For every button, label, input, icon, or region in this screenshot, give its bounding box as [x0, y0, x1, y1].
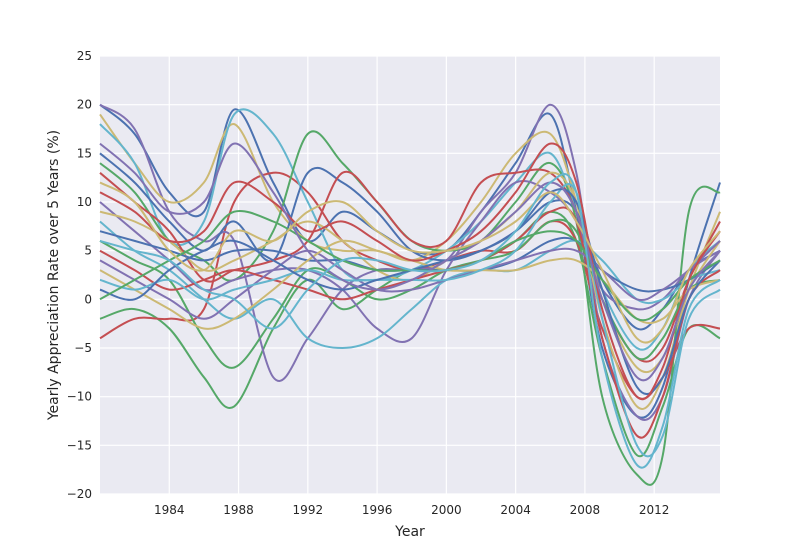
- series-line: [99, 181, 721, 344]
- x-tick-labels: 1984 1988 1992 1996 2000 2004 2008 2012: [154, 503, 669, 517]
- y-tick-label: 20: [77, 98, 92, 112]
- y-tick-label: −20: [67, 487, 92, 501]
- x-tick-label: 2000: [431, 503, 462, 517]
- x-axis-label: Year: [394, 524, 425, 540]
- x-tick-label: 1992: [293, 503, 324, 517]
- x-tick-label: 1984: [154, 503, 185, 517]
- x-tick-label: 2004: [500, 503, 531, 517]
- y-tick-label: 15: [77, 146, 92, 160]
- series-line: [99, 142, 721, 382]
- x-tick-label: 1988: [223, 503, 254, 517]
- y-tick-label: −15: [67, 438, 92, 452]
- x-tick-label: 2012: [639, 503, 670, 517]
- y-tick-label: −5: [74, 341, 92, 355]
- y-tick-labels: −20 −15 −10 −5 0 5 10 15 20 25: [67, 49, 92, 501]
- series-line: [99, 180, 721, 343]
- plot-area: [100, 56, 720, 494]
- series-line: [99, 183, 721, 458]
- x-tick-label: 2008: [570, 503, 601, 517]
- y-tick-label: 25: [77, 49, 92, 63]
- series-line: [99, 240, 721, 320]
- y-tick-label: −10: [67, 390, 92, 404]
- y-axis-label: Yearly Appreciation Rate over 5 Years (%…: [46, 130, 62, 421]
- x-tick-label: 1996: [362, 503, 393, 517]
- series-group: [99, 103, 721, 486]
- y-tick-label: 0: [84, 292, 92, 306]
- series-line: [99, 173, 721, 469]
- y-tick-label: 5: [84, 244, 92, 258]
- y-tick-label: 10: [77, 195, 92, 209]
